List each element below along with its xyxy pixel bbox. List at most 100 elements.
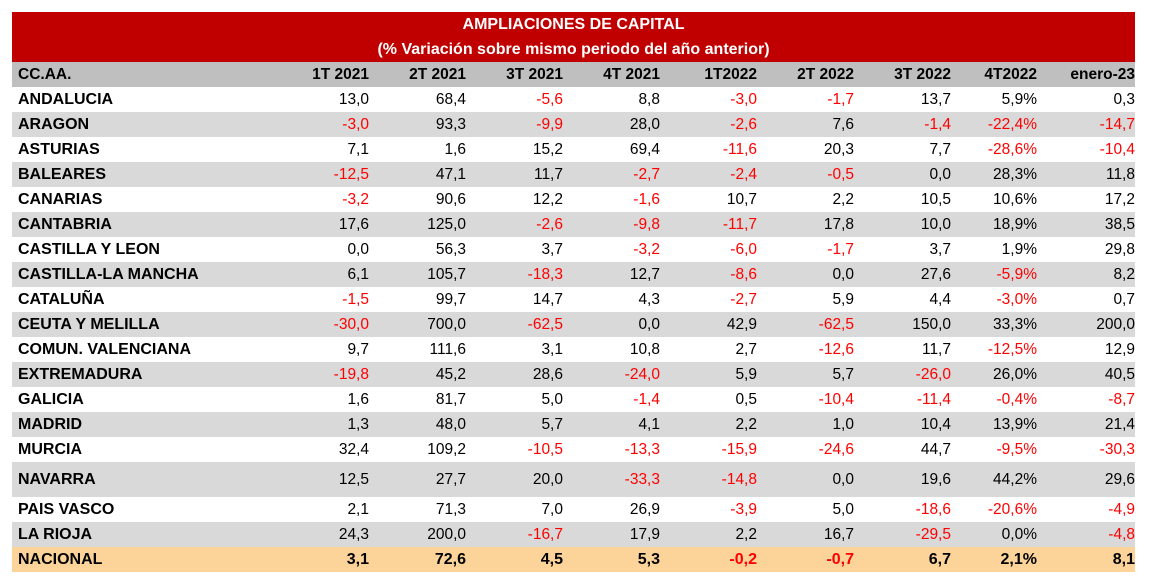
value-cell: 2,1% [951, 547, 1037, 572]
value-cell: 90,6 [435, 190, 466, 208]
column-header: 3T 2022 [854, 62, 951, 87]
value-cell: -62,5 [466, 312, 563, 337]
value-cell: 5,9 [832, 290, 854, 308]
value-cell: -28,6% [987, 140, 1037, 158]
value-cell: 45,2 [369, 362, 466, 387]
region-name-cell: CEUTA Y MELILLA [12, 312, 232, 337]
value-cell: -3,2 [342, 190, 369, 208]
table-row: ANDALUCIA 13,0 68,4 -5,6 8,8 -3,0 -1,7 13,7 5,9%… [12, 87, 1135, 112]
value-cell: 20,3 [823, 140, 854, 158]
value-cell: -9,9 [466, 112, 563, 137]
value-cell: 5,7 [757, 362, 854, 387]
column-header: enero-23 [1037, 62, 1135, 87]
value-cell: -2,6 [466, 212, 563, 237]
region-name-cell: ARAGON [12, 112, 232, 137]
value-cell: 38,5 [1037, 212, 1135, 237]
value-cell: 0,0% [951, 522, 1037, 547]
value-cell: -4,9 [1108, 500, 1135, 518]
value-cell: -15,9 [721, 440, 757, 458]
table-row: COMUN. VALENCIANA 9,7 111,6 3,1 10,8 2,7 -12,6… [12, 337, 1135, 362]
value-cell: 10,4 [854, 412, 951, 437]
value-cell: 1,6 [444, 140, 466, 158]
column-header: 2T 2021 [369, 62, 466, 87]
value-cell: 8,8 [638, 90, 660, 108]
value-cell: -62,5 [757, 312, 854, 337]
value-cell: 69,4 [629, 140, 660, 158]
value-cell: 200,0 [1037, 312, 1135, 337]
value-cell: 0,0 [347, 240, 369, 258]
value-cell: 2,7 [735, 340, 757, 358]
table-row: CATALUÑA -1,5 99,7 14,7 4,3 -2,7 5,9 4,4 -3,0% 0,… [12, 287, 1135, 312]
table-row: EXTREMADURA -19,8 45,2 28,6 -24,0 5,9 5,7 -26,0… [12, 362, 1135, 387]
value-cell: -2,4 [660, 162, 757, 187]
value-cell: -5,6 [536, 90, 563, 108]
value-cell: -1,5 [342, 290, 369, 308]
value-cell: -2,7 [563, 162, 660, 187]
value-cell: -8,7 [1108, 390, 1135, 408]
value-cell: 17,6 [232, 212, 369, 237]
value-cell: 17,8 [757, 212, 854, 237]
value-cell: 10,0 [854, 212, 951, 237]
value-cell: 33,3% [951, 312, 1037, 337]
value-cell: 12,9 [1104, 340, 1135, 358]
region-name-cell: EXTREMADURA [12, 362, 232, 387]
value-cell: 17,2 [1104, 190, 1135, 208]
table-row: BALEARES -12,5 47,1 11,7 -2,7 -2,4 -0,5 0,0 28,3… [12, 162, 1135, 187]
region-name-cell: PAIS VASCO [18, 500, 115, 518]
value-cell: 15,2 [532, 140, 563, 158]
value-cell: -18,3 [466, 262, 563, 287]
value-cell: 13,0 [338, 90, 369, 108]
column-header: CC.AA. [12, 62, 232, 87]
value-cell: 56,3 [435, 240, 466, 258]
region-name-cell: ASTURIAS [18, 140, 100, 158]
table-row: PAIS VASCO 2,1 71,3 7,0 26,9 -3,9 5,0 -18,6 -20,… [12, 497, 1135, 522]
value-cell: 11,7 [921, 340, 951, 358]
value-cell: -18,6 [915, 500, 951, 518]
value-cell: 13,9% [951, 412, 1037, 437]
table-title: AMPLIACIONES DE CAPITAL [462, 16, 685, 33]
value-cell: 2,2 [660, 522, 757, 547]
value-cell: -8,6 [660, 262, 757, 287]
value-cell: 7,6 [757, 112, 854, 137]
value-cell: 0,0 [757, 462, 854, 497]
value-cell: -2,6 [660, 112, 757, 137]
value-cell: -12,5% [987, 340, 1037, 358]
value-cell: 2,2 [660, 412, 757, 437]
value-cell: -0,2 [660, 547, 757, 572]
value-cell: -1,7 [827, 90, 854, 108]
value-cell: 42,9 [660, 312, 757, 337]
value-cell: -22,4% [951, 112, 1037, 137]
value-cell: -24,0 [563, 362, 660, 387]
value-cell: -0,4% [996, 390, 1038, 408]
value-cell: 125,0 [369, 212, 466, 237]
value-cell: -14,8 [660, 462, 757, 497]
value-cell: 109,2 [427, 440, 466, 458]
value-cell: 11,8 [1037, 162, 1135, 187]
value-cell: -9,5% [996, 440, 1038, 458]
value-cell: -30,0 [232, 312, 369, 337]
value-cell: 0,5 [735, 390, 757, 408]
value-cell: 68,4 [435, 90, 466, 108]
value-cell: 3,7 [541, 240, 563, 258]
value-cell: 10,6% [993, 190, 1037, 208]
table-row: MURCIA 32,4 109,2 -10,5 -13,3 -15,9 -24,6 44,7 -… [12, 437, 1135, 462]
value-cell: -6,0 [730, 240, 757, 258]
value-cell: 11,7 [466, 162, 563, 187]
value-cell: 16,7 [757, 522, 854, 547]
table-row: ASTURIAS 7,1 1,6 15,2 69,4 -11,6 20,3 7,7 -28,6%… [12, 137, 1135, 162]
value-cell: -13,3 [624, 440, 660, 458]
value-cell: 10,8 [629, 340, 660, 358]
value-cell: -4,8 [1037, 522, 1135, 547]
value-cell: 72,6 [369, 547, 466, 572]
value-cell: 3,1 [232, 547, 369, 572]
value-cell: -3,2 [633, 240, 660, 258]
value-cell: -3,0 [232, 112, 369, 137]
table-row: CANARIAS -3,2 90,6 12,2 -1,6 10,7 2,2 10,5 10,6%… [12, 187, 1135, 212]
value-cell: 20,0 [466, 462, 563, 497]
value-cell: 29,6 [1037, 462, 1135, 497]
value-cell: 6,1 [232, 262, 369, 287]
spreadsheet-table-container: AMPLIACIONES DE CAPITAL (% Variación sob… [12, 12, 1135, 572]
value-cell: 32,4 [338, 440, 369, 458]
value-cell: -12,6 [818, 340, 854, 358]
value-cell: 14,7 [532, 290, 563, 308]
